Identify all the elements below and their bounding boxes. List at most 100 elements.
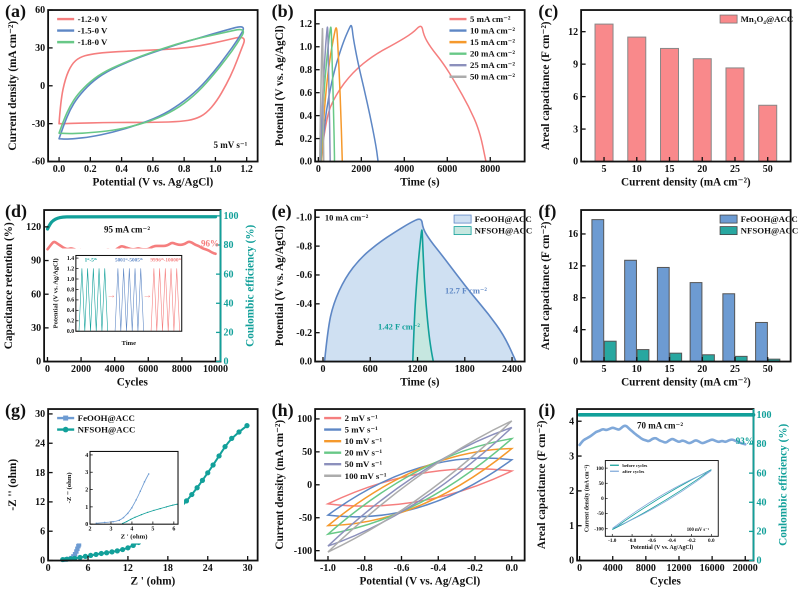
svg-text:Potential (V vs. Ag/AgCl): Potential (V vs. Ag/AgCl)	[274, 225, 286, 346]
svg-text:0.0: 0.0	[53, 164, 66, 175]
svg-text:2000: 2000	[71, 364, 91, 375]
svg-text:0.6: 0.6	[147, 164, 160, 175]
panel-c: (c) 5 10 15 20 25 50 0 3 6 9 12 Current density (mA…	[533, 0, 800, 200]
svg-text:-1.0: -1.0	[320, 563, 336, 574]
svg-text:6: 6	[40, 527, 45, 538]
panel-h-chart: -1.0 -0.8 -0.6 -0.4 -0.2 0.0 -100 -50 0 50 100 Pote…	[267, 399, 534, 599]
svg-text:1200: 1200	[407, 364, 427, 375]
panel-i-chart: 0 4000 8000 12000 16000 20000 0 1 2 3 4 0 20 40 60 80 10…	[533, 399, 800, 599]
svg-text:0: 0	[757, 556, 762, 567]
svg-text:60: 60	[35, 5, 45, 16]
svg-text:Z ' (ohm): Z ' (ohm)	[130, 576, 175, 588]
panel-d-label: (d)	[5, 200, 27, 221]
svg-text:0: 0	[36, 356, 41, 367]
svg-text:18: 18	[163, 563, 173, 574]
svg-text:-60: -60	[32, 157, 45, 168]
svg-text:-0.2: -0.2	[688, 538, 697, 544]
svg-text:before cycles: before cycles	[623, 463, 648, 468]
svg-text:93%: 93%	[736, 436, 754, 446]
svg-text:25: 25	[730, 164, 740, 175]
panel-a-chart: 0.0 0.2 0.4 0.6 0.8 1.0 1.2 -60 -30 0 30 60 Potentia…	[0, 0, 267, 200]
chart-canvas: 5 10 15 20 25 50 0 4 8 12 16 Current density (mA cm…	[540, 208, 799, 388]
svg-text:0: 0	[601, 496, 604, 502]
svg-text:0.0: 0.0	[299, 157, 312, 168]
svg-text:-30: -30	[32, 119, 45, 130]
svg-text:60: 60	[31, 289, 41, 300]
svg-text:20: 20	[224, 327, 234, 338]
panel-h: (h) -1.0 -0.8 -0.6 -0.4 -0.2 0.0 -100 -50 0 50 100…	[267, 399, 534, 599]
svg-text:1: 1	[85, 505, 88, 511]
svg-text:96%: 96%	[201, 238, 219, 248]
svg-text:0: 0	[46, 563, 51, 574]
svg-text:5: 5	[602, 164, 607, 175]
svg-text:Mn₃O₄@ACC: Mn₃O₄@ACC	[741, 14, 794, 24]
svg-text:0: 0	[45, 364, 50, 375]
svg-text:Coulombic efficiency (%): Coulombic efficiency (%)	[245, 224, 257, 346]
svg-text:0: 0	[573, 356, 578, 367]
svg-text:Potential (V vs. Ag/AgCl): Potential (V vs. Ag/AgCl)	[52, 258, 59, 328]
svg-text:Current density (mA cm⁻²): Current density (mA cm⁻²)	[621, 177, 751, 189]
svg-text:-1.8-0 V: -1.8-0 V	[78, 37, 108, 47]
svg-text:40: 40	[224, 298, 234, 309]
svg-text:Current density (mA cm⁻²): Current density (mA cm⁻²)	[7, 21, 19, 151]
svg-text:12000: 12000	[667, 563, 692, 574]
svg-text:12: 12	[568, 27, 578, 38]
svg-text:5001ˢᵗ-5005ᵗʰ: 5001ˢᵗ-5005ᵗʰ	[115, 257, 143, 263]
svg-text:100: 100	[596, 466, 604, 472]
svg-text:0.8: 0.8	[67, 287, 74, 293]
svg-text:4000: 4000	[603, 563, 623, 574]
svg-text:FeOOH@ACC: FeOOH@ACC	[741, 214, 798, 224]
svg-text:6000: 6000	[138, 364, 158, 375]
svg-text:0: 0	[577, 563, 582, 574]
svg-text:2 mV s⁻¹: 2 mV s⁻¹	[344, 413, 377, 423]
svg-text:-0.8: -0.8	[628, 538, 637, 544]
svg-text:3: 3	[85, 470, 88, 476]
svg-text:-100: -100	[595, 527, 605, 533]
svg-text:16: 16	[568, 229, 578, 240]
svg-text:30: 30	[243, 563, 253, 574]
svg-text:2: 2	[85, 488, 88, 494]
svg-text:10 mA cm⁻²: 10 mA cm⁻²	[470, 26, 515, 36]
svg-text:20 mA cm⁻²: 20 mA cm⁻²	[470, 49, 515, 59]
svg-text:120: 120	[26, 222, 41, 233]
svg-text:8000: 8000	[636, 563, 656, 574]
svg-text:80: 80	[224, 240, 234, 251]
svg-text:50: 50	[302, 447, 312, 458]
svg-text:1.0: 1.0	[299, 42, 312, 53]
panel-b-chart: 0 2000 4000 6000 8000 0.0 0.2 0.4 0.6 0.8 1.0 1.2 Ti…	[267, 0, 534, 200]
svg-text:0.0: 0.0	[299, 356, 312, 367]
svg-text:-1.0: -1.0	[296, 212, 312, 223]
svg-text:0: 0	[315, 164, 320, 175]
svg-text:4: 4	[130, 527, 133, 533]
panel-i-label: (i)	[538, 400, 556, 421]
svg-text:0.0: 0.0	[505, 563, 518, 574]
panel-g: (g) 0 6 12 18 24 30 0 6 12 18 24 30 Z ' (ohm) -Z '' (…	[0, 399, 267, 599]
svg-text:0: 0	[224, 356, 229, 367]
svg-text:→: →	[143, 291, 152, 301]
svg-text:70 mA cm⁻²: 70 mA cm⁻²	[637, 421, 683, 431]
svg-text:10: 10	[632, 164, 642, 175]
panel-g-label: (g)	[5, 400, 26, 421]
svg-text:Capacitance retention (%): Capacitance retention (%)	[3, 222, 15, 349]
svg-text:Current density (mA cm⁻²): Current density (mA cm⁻²)	[274, 420, 286, 550]
panel-d: (d) 0 2000 4000 6000 8000 10000 0 30 60 90 120 0 20 4…	[0, 200, 267, 400]
svg-text:10000: 10000	[203, 364, 228, 375]
svg-text:18: 18	[35, 468, 45, 479]
svg-text:5 mA cm⁻²: 5 mA cm⁻²	[470, 14, 511, 24]
svg-text:1.2: 1.2	[240, 164, 253, 175]
svg-text:Areal capacitance (F cm⁻²): Areal capacitance (F cm⁻²)	[540, 21, 552, 150]
svg-text:3: 3	[569, 452, 574, 463]
panel-g-chart: 0 6 12 18 24 30 0 6 12 18 24 30 Z ' (ohm) -Z '' (ohm)…	[0, 399, 267, 599]
panel-f: (f) 5 10 15 20 25 50 0 4 8 12 16 Current density (m…	[533, 200, 800, 400]
svg-text:-0.6: -0.6	[393, 563, 409, 574]
svg-text:100 mV s⁻¹: 100 mV s⁻¹	[344, 471, 386, 481]
panel-i: (i) 0 4000 8000 12000 16000 20000 0 1 2 3 4 0 20 40 60…	[533, 399, 800, 599]
panel-a: (a) 0.0 0.2 0.4 0.6 0.8 1.0 1.2 -60 -30 0 30 60 Pote…	[0, 0, 267, 200]
panel-e: (e) 0 600 1200 1800 2400 -1.0 -0.8 -0.6 -0.4 -0.2…	[267, 200, 534, 400]
svg-text:2: 2	[569, 486, 574, 497]
svg-text:-0.4: -0.4	[296, 299, 312, 310]
panel-a-label: (a)	[5, 1, 26, 21]
panel-d-chart: 0 2000 4000 6000 8000 10000 0 30 60 90 120 0 20 40 60 8…	[0, 200, 267, 400]
svg-text:after cycles: after cycles	[623, 469, 645, 474]
svg-text:50: 50	[599, 481, 605, 487]
